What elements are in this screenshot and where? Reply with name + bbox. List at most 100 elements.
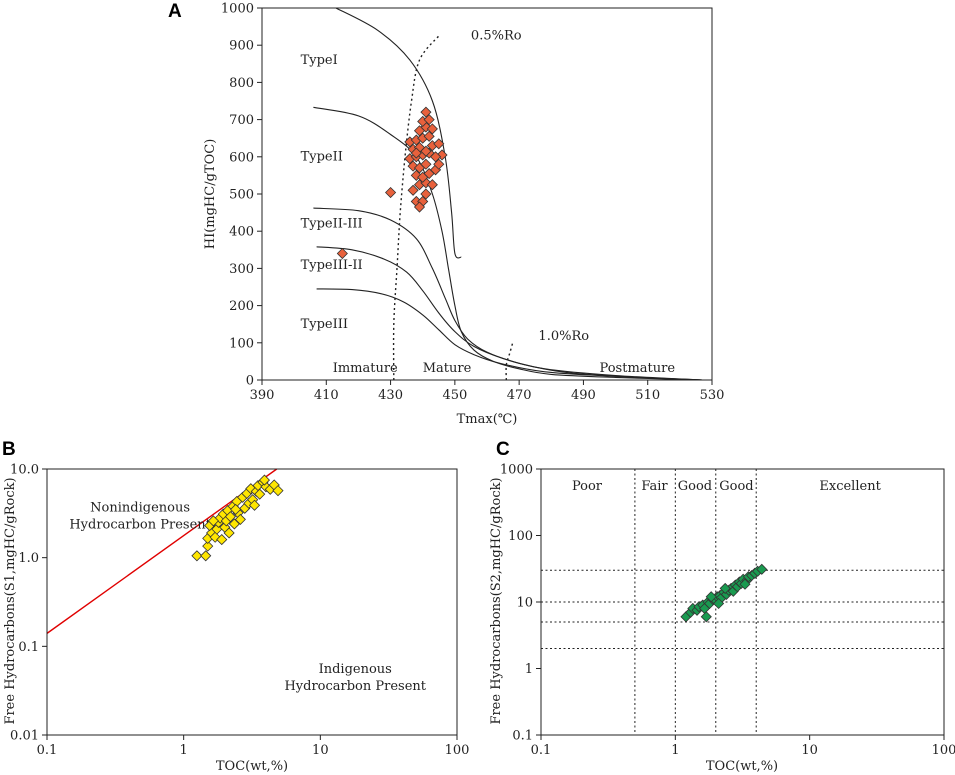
panel-b-data-point [207,515,219,527]
panel-b-data-point [234,513,246,525]
panel-a-ro-label: 0.5%Ro [471,29,522,44]
panel-c-data-point [705,591,717,603]
panel-b-y-tick-label: 0.1 [18,640,39,655]
panel-b-data-point [216,534,228,546]
panel-a-x-tick-label: 490 [571,388,596,403]
panel-a-data-point [420,188,432,200]
panel-b-s1-vs-toc-chart: B Nonindigenous Hydrocarbon Present Indige… [2,439,469,774]
panel-c-x-tick-label: 100 [932,743,955,758]
panel-a-y-tick-label: 900 [229,39,254,54]
panel-a-data-point [410,169,422,181]
panel-a-data-point [433,158,445,170]
panel-c-class-label: Excellent [819,479,881,494]
panel-b-region-label: Hydrocarbon Present [284,679,426,694]
panel-c-x-tick-label: 10 [801,743,818,758]
panel-b-data-point [230,503,242,515]
panel-c-class-label: Fair [641,479,668,494]
panel-c-y-tick-label: 1 [525,662,533,677]
panel-b-y-tick-label: 10.0 [10,463,39,478]
panel-b-data-point [223,527,235,539]
panel-b-data-point [224,511,237,523]
panel-b-data-point [248,499,261,511]
panel-c-class-label: Poor [572,479,603,494]
panel-a-y-tick-label: 600 [229,150,254,165]
panel-a-ro-label: 1.0%Ro [538,329,589,344]
panel-c-class-label: Good [678,479,712,494]
panel-a-data-point [385,186,397,199]
panel-a-type-label: TypeI [301,53,338,68]
panel-a-x-tick-label: 450 [442,388,467,403]
panel-a-y-tick-label: 100 [229,336,254,351]
panel-c-data-point [700,611,712,623]
panel-a-kerogen-type-curve [313,106,703,381]
panel-c-y-axis-title: Free Hydrocarbons(S2,mgHC/gRock) [489,477,504,724]
panel-a-data-point [423,114,435,126]
panel-a-maturity-label: Immature [333,361,398,376]
panel-a-data-point [336,247,348,260]
panel-b-label: B [2,439,16,460]
panel-a-kerogen-type-curve [335,7,462,259]
panel-b-x-tick-label: 0.1 [37,743,58,758]
panel-b-data-point [209,531,221,543]
panel-a-ro-boundary-line [392,35,440,381]
panel-b-region-label: Hydrocarbon Present [69,518,211,533]
panel-b-plot-frame [46,468,458,736]
panel-a-data-point [423,130,435,142]
panel-b-x-tick-label: 1 [180,743,188,758]
panel-a-type-label: TypeII [301,150,343,165]
panel-a-data-point [426,123,438,135]
panel-a-data-point [420,106,432,118]
panel-b-data-point [272,485,284,497]
panel-a-label: A [168,1,182,22]
panel-c-x-tick-label: 1 [671,743,679,758]
panel-c-data-point [719,582,731,594]
panel-b-data-point [191,550,203,562]
panel-a-kerogen-type-curve [313,207,703,381]
panel-a-x-axis-title: Tmax(℃) [457,412,518,427]
panel-a-data-point [407,184,419,196]
panel-a-y-tick-label: 400 [229,225,254,240]
panel-a-y-axis-title: HI(mgHC/gTOC) [203,139,218,250]
panel-a-type-label: TypeII-III [301,216,363,231]
panel-a-y-tick-label: 500 [229,188,254,203]
panel-a-data-point [410,147,422,159]
panel-a-data-point [420,158,432,170]
panel-c-class-label: Good [719,479,753,494]
panel-a-kerogen-type-curve [316,288,703,381]
panel-a-data-point [430,151,442,163]
panel-a-ro-boundary-line [505,342,514,381]
panel-a-y-tick-label: 200 [229,299,254,314]
panel-b-x-axis-title: TOC(wt,%) [216,759,288,774]
panel-b-x-tick-label: 100 [445,743,470,758]
panel-a-kerogen-type-curve [316,246,703,381]
panel-c-y-tick-label: 0.1 [512,729,533,744]
panel-c-y-tick-label: 100 [508,529,533,544]
panel-a-x-tick-label: 510 [635,388,660,403]
panel-a-type-label: TypeIII-II [301,258,363,273]
panel-c-data-point [739,578,751,590]
panel-a-x-tick-label: 410 [314,388,339,403]
panel-a-y-tick-label: 1000 [221,2,254,17]
panel-c-y-tick-label: 1000 [500,463,533,478]
panel-a-x-tick-label: 430 [378,388,403,403]
panel-a-data-point [420,145,432,157]
panel-b-y-axis-title: Free Hydrocarbons(S1,mgHC/gRock) [3,477,18,724]
panel-a-data-point [433,138,445,150]
panel-c-label: C [496,439,510,460]
panel-a-y-tick-label: 300 [229,262,254,277]
panel-a-x-tick-label: 470 [507,388,532,403]
panel-c-data-point [756,563,768,575]
panel-a-type-label: TypeIII [301,317,348,332]
panel-a-maturity-label: Postmature [600,361,676,376]
panel-b-y-tick-label: 1.0 [18,551,39,566]
panel-a-y-tick-label: 700 [229,113,254,128]
panel-b-x-tick-label: 10 [312,743,329,758]
panel-c-data-point [713,597,725,610]
panel-b-data-point [258,474,271,486]
panel-a-x-tick-label: 530 [700,388,725,403]
panel-a-x-tick-label: 390 [250,388,275,403]
panel-b-data-point [200,550,212,562]
panel-a-data-point [426,179,438,191]
panel-a-hi-vs-tmax-chart: A TypeI TypeII TypeII-III TypeIII-II TypeIII… [168,1,724,427]
panel-c-y-tick-label: 10 [516,596,533,611]
